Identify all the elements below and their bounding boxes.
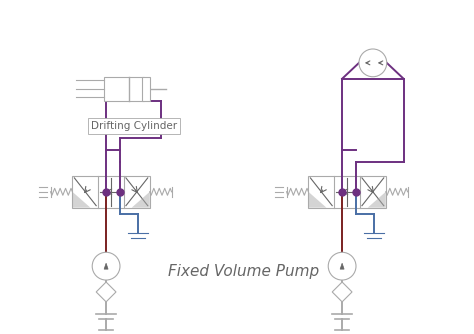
Bar xyxy=(104,77,144,101)
Polygon shape xyxy=(96,282,116,302)
Polygon shape xyxy=(73,192,91,208)
Circle shape xyxy=(328,252,356,280)
Bar xyxy=(309,176,386,208)
Bar xyxy=(142,77,150,101)
Polygon shape xyxy=(340,263,344,269)
Polygon shape xyxy=(368,192,386,208)
Circle shape xyxy=(359,49,387,77)
Polygon shape xyxy=(309,192,327,208)
Bar xyxy=(73,176,150,208)
Polygon shape xyxy=(332,282,352,302)
Polygon shape xyxy=(132,192,150,208)
Polygon shape xyxy=(104,263,108,269)
Circle shape xyxy=(92,252,120,280)
Text: Drifting Cylinder: Drifting Cylinder xyxy=(91,121,177,131)
Text: Fixed Volume Pump: Fixed Volume Pump xyxy=(168,264,319,279)
